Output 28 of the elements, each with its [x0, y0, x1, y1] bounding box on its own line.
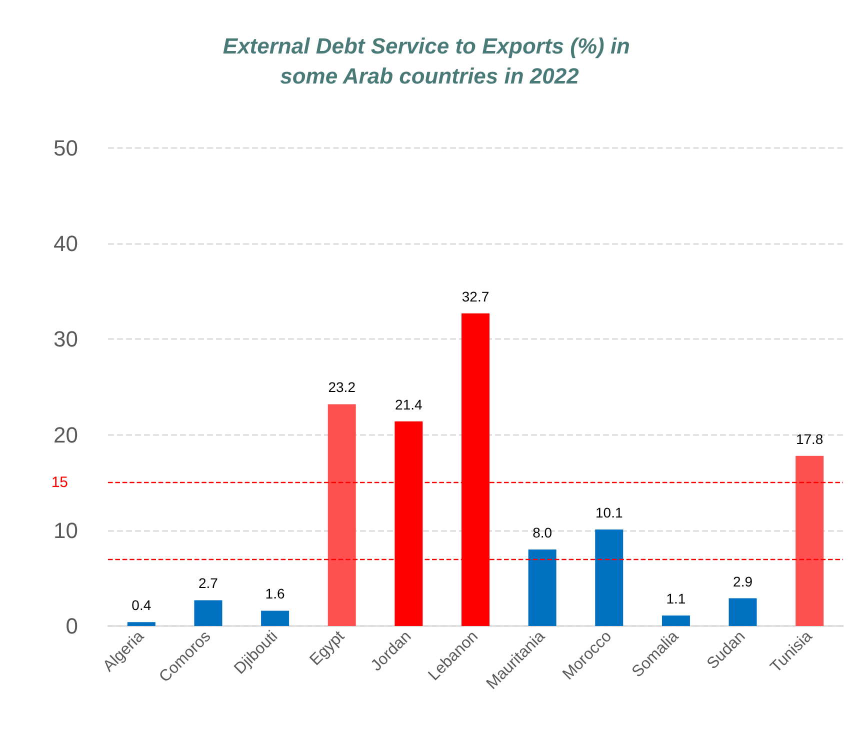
y-tick-label: 20 [54, 422, 78, 448]
y-tick-label: 0 [66, 614, 78, 638]
bar [796, 456, 824, 626]
data-label: 23.2 [328, 379, 356, 396]
bar [662, 615, 690, 626]
data-label: 32.7 [462, 288, 490, 304]
bar [528, 550, 556, 626]
bar [328, 404, 356, 626]
chart-title: External Debt Service to Exports (%) in some Arab countries in 2022 [222, 34, 636, 88]
y-tick-label: 10 [54, 518, 78, 543]
data-label: 10.1 [596, 504, 623, 520]
data-label: 2.7 [198, 575, 218, 592]
data-label: 21.4 [395, 396, 423, 412]
bar [261, 610, 290, 626]
data-label: 0.4 [132, 597, 152, 614]
bar [595, 529, 624, 626]
data-label: 1.1 [666, 590, 686, 606]
data-label: 17.8 [796, 430, 824, 447]
y-tick-label: 40 [54, 231, 78, 256]
ref-line-label: 15 [51, 474, 68, 492]
y-tick-label: 50 [54, 136, 78, 160]
data-label: 8.0 [532, 524, 552, 541]
y-tick-label: 30 [54, 326, 78, 352]
data-label: 2.9 [733, 573, 753, 590]
bar [194, 600, 222, 626]
bar [127, 622, 156, 626]
bar [728, 598, 757, 626]
data-label: 1.6 [265, 586, 285, 602]
